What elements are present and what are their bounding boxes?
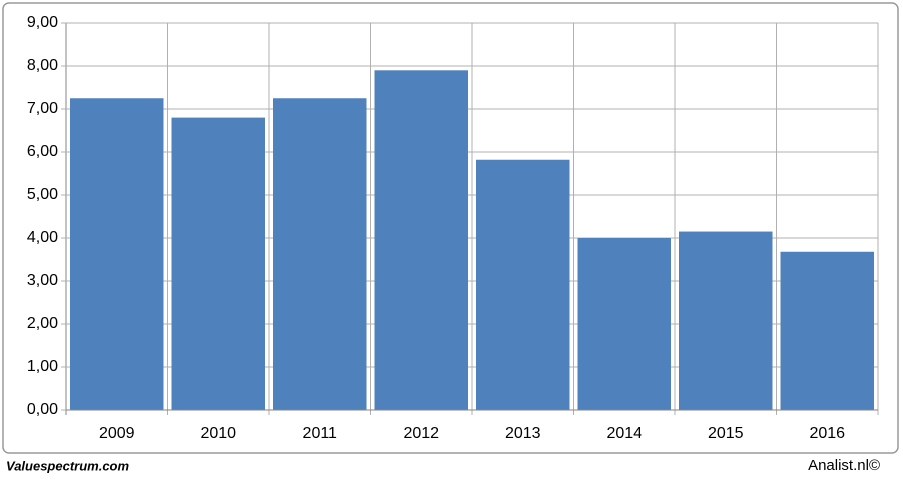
bar: [679, 231, 773, 410]
bar: [171, 117, 265, 410]
x-tick-label: 2012: [403, 425, 439, 442]
y-tick-label: 9,00: [27, 14, 58, 31]
credit: Analist.nl©: [808, 457, 880, 474]
x-tick-label: 2014: [606, 425, 642, 442]
y-tick-label: 5,00: [27, 186, 58, 203]
x-tick-label: 2010: [200, 425, 236, 442]
bar: [476, 159, 570, 410]
source: Valuespectrum.com: [6, 458, 130, 473]
y-tick-label: 7,00: [27, 100, 58, 117]
x-tick-label: 2015: [708, 425, 744, 442]
bar: [374, 70, 468, 411]
y-tick-label: 4,00: [27, 229, 58, 246]
y-tick-label: 0,00: [27, 401, 58, 418]
bar: [780, 251, 874, 410]
y-tick-label: 6,00: [27, 143, 58, 160]
y-tick-label: 2,00: [27, 315, 58, 332]
x-tick-label: 2011: [303, 425, 338, 442]
y-tick-label: 3,00: [27, 272, 58, 289]
x-tick-label: 2013: [505, 425, 541, 442]
bar: [70, 98, 164, 410]
y-tick-label: 1,00: [27, 358, 58, 375]
bar: [577, 238, 671, 410]
bar: [273, 98, 367, 410]
y-tick-label: 8,00: [27, 57, 58, 74]
x-tick-label: 2016: [809, 425, 845, 442]
x-tick-label: 2009: [99, 425, 135, 442]
